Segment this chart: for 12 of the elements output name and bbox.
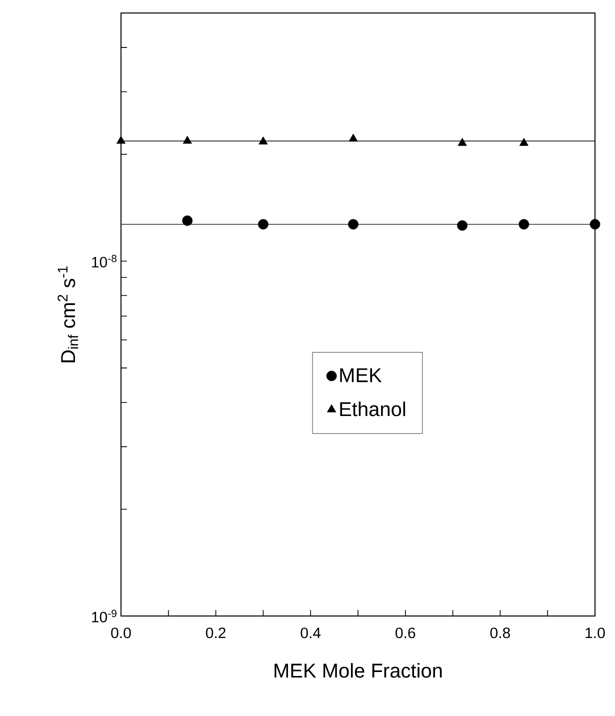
x-axis-title: MEK Mole Fraction [274, 663, 442, 678]
y-tick-label: 10$^{-9}$ [92, 610, 116, 622]
x-tick-label: 0.6 [396, 628, 416, 638]
x-tick-label: 0.4 [300, 628, 321, 638]
x-tick-label: 0.2 [206, 628, 226, 638]
legend-label: Ethanol [340, 402, 406, 416]
y-axis-title: D$_{inf}$ cm$^{2}$ s$^{-1}$ [58, 266, 78, 362]
x-tick-label: 1.0 [586, 628, 605, 638]
x-tick-label: 0.0 [111, 628, 131, 638]
y-tick-label: 10$^{-8}$ [92, 254, 117, 268]
legend-label: MEK [340, 368, 382, 382]
x-tick-label: 0.8 [490, 628, 510, 638]
